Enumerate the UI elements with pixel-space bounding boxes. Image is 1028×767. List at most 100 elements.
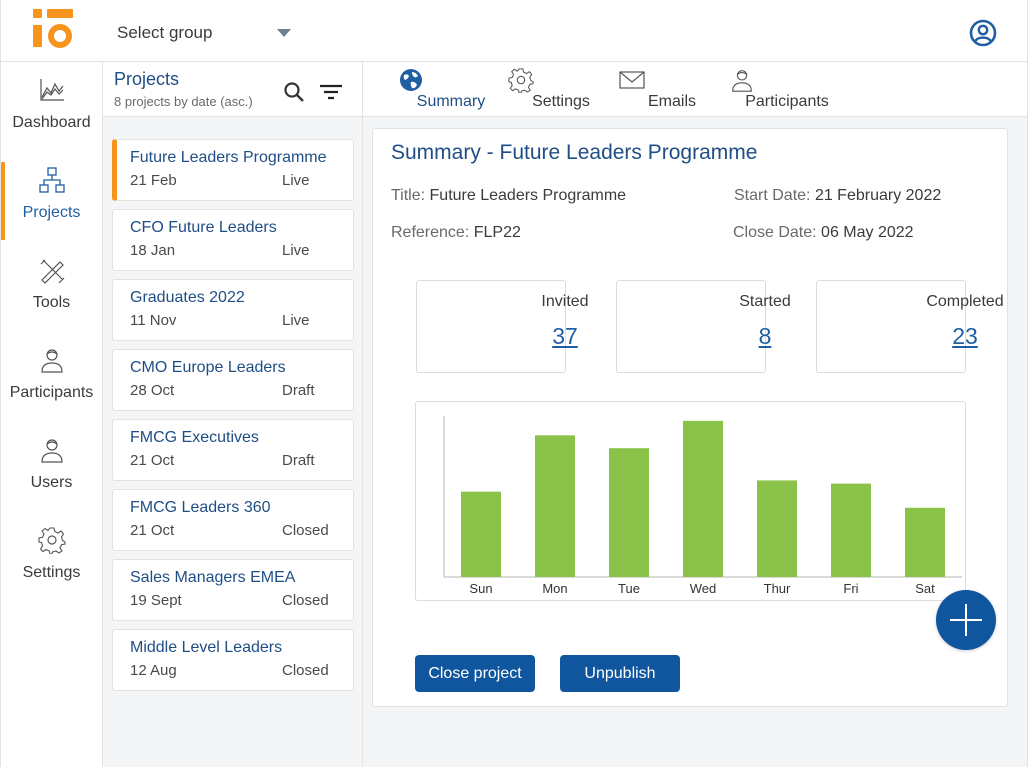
- projects-subtitle: 8 projects by date (asc.): [114, 94, 253, 109]
- reference-value: FLP22: [473, 224, 521, 241]
- group-select-label: Select group: [117, 23, 213, 42]
- chart-icon: [40, 79, 64, 101]
- account-icon[interactable]: [969, 19, 997, 47]
- project-name: FMCG Executives: [130, 429, 259, 446]
- project-status: Live: [282, 312, 310, 329]
- project-status: Draft: [282, 452, 315, 469]
- nav-item-projects[interactable]: Projects: [1, 152, 102, 240]
- project-card[interactable]: FMCG Leaders 360 21 Oct Closed: [112, 489, 354, 551]
- project-card[interactable]: FMCG Executives 21 Oct Draft: [112, 419, 354, 481]
- left-nav: Dashboard Projects Tools Part: [1, 62, 103, 767]
- chart-bar: [683, 420, 723, 577]
- logo[interactable]: [31, 9, 75, 49]
- nav-item-users[interactable]: Users: [1, 422, 102, 502]
- close-date-label: Close Date:: [733, 224, 817, 241]
- nav-item-participants[interactable]: Participants: [1, 332, 102, 412]
- search-icon[interactable]: [283, 81, 305, 103]
- nav-label: Users: [30, 474, 73, 491]
- chart-bar: [609, 448, 649, 577]
- stat-value[interactable]: 23: [952, 323, 978, 349]
- reference-label: Reference:: [391, 224, 470, 241]
- stat-label: Invited: [541, 293, 589, 310]
- title-value: Future Leaders Programme: [429, 187, 627, 204]
- project-card[interactable]: Graduates 2022 11 Nov Live: [112, 279, 354, 341]
- project-name: FMCG Leaders 360: [130, 499, 271, 516]
- chart-x-tick-label: Sun: [469, 581, 492, 596]
- project-card[interactable]: Sales Managers EMEA 19 Sept Closed: [112, 559, 354, 621]
- project-date: 18 Jan: [130, 242, 176, 259]
- envelope-icon: [619, 71, 645, 89]
- nav-item-settings[interactable]: Settings: [1, 512, 102, 592]
- bar-chart: Sun Mon Tue Wed Thur Fri Sat: [415, 401, 966, 601]
- tab-label: Settings: [532, 93, 590, 110]
- start-date-value: 21 February 2022: [814, 187, 942, 204]
- chevron-down-icon: [277, 29, 291, 37]
- nav-label: Tools: [32, 294, 71, 311]
- stat-value[interactable]: 37: [552, 323, 578, 349]
- project-name: Graduates 2022: [130, 289, 245, 306]
- stat-label: Completed: [926, 293, 1004, 310]
- project-date: 12 Aug: [130, 662, 177, 679]
- top-bar: Select group: [1, 0, 1027, 62]
- title-label: Title:: [391, 187, 426, 204]
- reference-field: Reference: FLP22: [391, 224, 521, 242]
- project-status: Closed: [282, 592, 329, 609]
- nav-item-tools[interactable]: Tools: [1, 242, 102, 322]
- start-date-label: Start Date:: [734, 187, 811, 204]
- nav-label: Participants: [9, 384, 94, 401]
- gear-icon: [508, 68, 534, 93]
- project-status: Closed: [282, 522, 329, 539]
- summary-heading: Summary - Future Leaders Programme: [391, 141, 758, 164]
- project-name: Middle Level Leaders: [130, 639, 283, 656]
- summary-panel: Summary - Future Leaders Programme Title…: [372, 128, 1008, 707]
- tab-summary[interactable]: Summary: [371, 62, 485, 117]
- chart-x-tick-label: Tue: [618, 581, 640, 596]
- project-status: Live: [282, 172, 310, 189]
- project-card[interactable]: CMO Europe Leaders 28 Oct Draft: [112, 349, 354, 411]
- tab-emails[interactable]: Emails: [592, 62, 696, 117]
- tab-label: Summary: [416, 93, 486, 110]
- tab-bar: Summary Settings Emails: [363, 62, 1027, 117]
- project-status: Draft: [282, 382, 315, 399]
- projects-header: Projects 8 projects by date (asc.): [103, 62, 362, 117]
- stat-value[interactable]: 8: [758, 323, 772, 349]
- project-card[interactable]: Middle Level Leaders 12 Aug Closed: [112, 629, 354, 691]
- add-button[interactable]: [936, 590, 996, 650]
- main-content: Summary Settings Emails: [363, 62, 1027, 767]
- chart-bar: [831, 483, 871, 577]
- chart-x-tick-label: Fri: [843, 581, 858, 596]
- nav-item-dashboard[interactable]: Dashboard: [1, 62, 102, 142]
- chart-x-tick-label: Thur: [764, 581, 791, 596]
- chart-x-tick-label: Wed: [690, 581, 717, 596]
- chart-x-tick-label: Sat: [915, 581, 935, 596]
- project-date: 28 Oct: [130, 382, 175, 399]
- project-name: CMO Europe Leaders: [130, 359, 286, 376]
- stat-started[interactable]: Started 8: [616, 280, 791, 373]
- tab-label: Emails: [647, 93, 696, 110]
- tab-settings[interactable]: Settings: [481, 62, 590, 117]
- close-date-field: Close Date: 06 May 2022: [733, 224, 914, 242]
- unpublish-button[interactable]: Unpublish: [560, 655, 680, 692]
- project-date: 21 Oct: [130, 522, 175, 539]
- tab-participants[interactable]: Participants: [697, 62, 829, 117]
- chart-svg: Sun Mon Tue Wed Thur Fri Sat: [443, 416, 962, 596]
- project-date: 21 Feb: [130, 172, 177, 189]
- person-icon: [41, 439, 63, 463]
- project-card[interactable]: Future Leaders Programme 21 Feb Live: [112, 139, 354, 201]
- project-card[interactable]: CFO Future Leaders 18 Jan Live: [112, 209, 354, 271]
- stat-completed[interactable]: Completed 23: [816, 280, 1004, 373]
- stat-label: Started: [739, 293, 791, 310]
- project-name: Sales Managers EMEA: [130, 569, 296, 586]
- nav-label: Settings: [22, 564, 81, 581]
- group-select[interactable]: Select group: [117, 18, 297, 48]
- project-name: Future Leaders Programme: [130, 149, 327, 166]
- person-icon: [732, 70, 752, 92]
- chart-bar: [757, 480, 797, 577]
- stat-invited[interactable]: Invited 37: [416, 280, 589, 373]
- gear-icon: [38, 527, 66, 554]
- close-project-button[interactable]: Close project: [415, 655, 535, 692]
- project-name: CFO Future Leaders: [130, 219, 277, 236]
- filter-icon[interactable]: [319, 82, 343, 102]
- project-date: 21 Oct: [130, 452, 175, 469]
